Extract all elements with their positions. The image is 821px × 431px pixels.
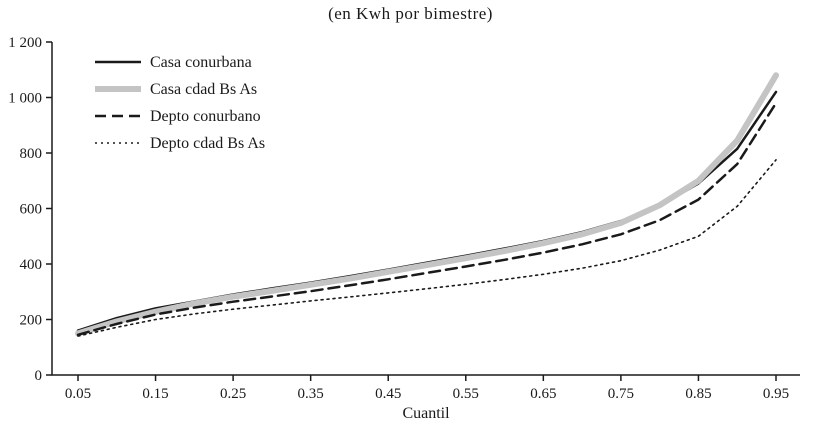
legend-label: Casa cdad Bs As [150, 81, 257, 98]
legend-label: Casa conurbana [150, 54, 252, 71]
y-tick-label: 200 [20, 313, 43, 329]
series-line-3 [76, 101, 778, 337]
y-tick-label: 800 [20, 146, 43, 162]
x-axis-label: Cuantil [402, 405, 450, 422]
legend-label: Depto cdad Bs As [150, 135, 265, 152]
x-tick-label: 0.75 [608, 386, 634, 402]
y-tick-label: 1 000 [8, 91, 42, 107]
x-tick-label: 0.95 [763, 386, 789, 402]
legend-label: Depto conurbano [150, 108, 261, 125]
y-tick-label: 600 [20, 202, 43, 218]
x-tick-label: 0.25 [220, 386, 246, 402]
x-tick-label: 0.55 [453, 386, 479, 402]
x-tick-label: 0.45 [375, 386, 401, 402]
y-tick-label: 1 200 [8, 35, 42, 51]
y-tick-label: 400 [20, 257, 43, 273]
x-tick-label: 0.35 [298, 386, 324, 402]
series-line-4 [77, 159, 777, 337]
x-tick-label: 0.85 [685, 386, 711, 402]
series-line-1 [76, 90, 778, 332]
y-tick-label: 0 [35, 368, 43, 384]
series-line-2 [75, 72, 779, 337]
x-tick-label: 0.15 [142, 386, 168, 402]
chart-title: (en Kwh por bimestre) [328, 4, 493, 23]
x-tick-label: 0.65 [530, 386, 556, 402]
x-tick-label: 0.05 [65, 386, 91, 402]
